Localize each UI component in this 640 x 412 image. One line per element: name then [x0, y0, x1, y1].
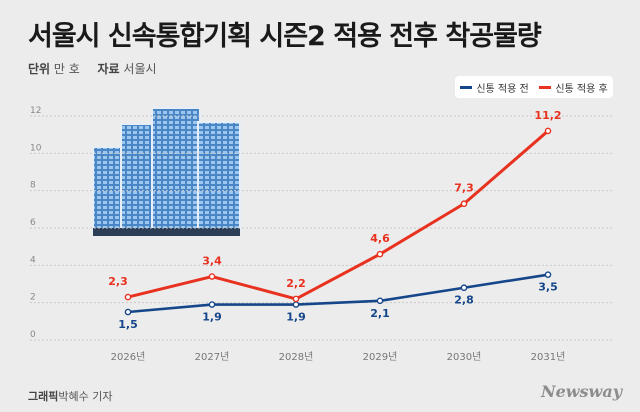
- chart-series: [124, 127, 552, 316]
- legend-item-after: 신통 적용 후: [539, 80, 608, 95]
- y-tick-label: 10: [30, 143, 42, 153]
- y-tick-label: 12: [30, 106, 41, 116]
- chart-legend: 신통 적용 전 신통 적용 후: [455, 76, 613, 98]
- data-label-after: 4,6: [370, 232, 390, 245]
- data-label-before: 1,9: [202, 311, 222, 324]
- y-tick-label: 2: [30, 293, 36, 303]
- x-axis-ticks: 2026년 2027년 2028년 2029년 2030년 2031년: [111, 351, 566, 363]
- data-point-after: [544, 127, 552, 135]
- legend-swatch-after: [539, 85, 552, 89]
- data-point-after: [208, 273, 216, 280]
- chart-value-labels: 1,5 1,9 1,9 2,1 2,8 3,5 2,3 3,4 2,2 4,6 7,3 11,2: [108, 109, 561, 331]
- x-tick-label: 2031년: [531, 351, 566, 363]
- data-label-after: 2,3: [108, 275, 128, 288]
- data-label-before: 2,1: [370, 307, 390, 320]
- data-label-before: 1,9: [286, 311, 306, 324]
- data-point-before: [124, 308, 132, 316]
- y-axis-ticks: 0 2 4 6 8 10 12: [30, 106, 42, 340]
- legend-item-before: 신통 적용 전: [460, 80, 529, 95]
- unit-value: 만 호: [53, 62, 80, 76]
- data-label-before: 2,8: [454, 294, 474, 307]
- data-label-before: 3,5: [538, 281, 558, 294]
- data-point-after: [124, 293, 132, 301]
- y-tick-label: 0: [30, 330, 36, 340]
- y-tick-label: 8: [30, 181, 36, 191]
- data-point-before: [292, 301, 300, 308]
- data-point-before: [460, 284, 468, 292]
- y-tick-label: 6: [30, 218, 36, 228]
- data-point-before: [544, 271, 552, 278]
- data-label-after: 3,4: [202, 255, 222, 268]
- chart-title: 서울시 신속통합기획 시즌2 적용 전후 착공물량: [28, 21, 542, 52]
- y-tick-label: 4: [30, 255, 36, 265]
- x-tick-label: 2027년: [195, 351, 230, 363]
- apartment-buildings-illustration: [92, 107, 241, 236]
- data-point-after: [460, 200, 468, 208]
- credit-label: 그래픽: [28, 390, 59, 403]
- source-value: 서울시: [123, 62, 157, 76]
- data-label-after: 2,2: [286, 277, 306, 290]
- chart-credit: 그래픽박혜수 기자: [28, 388, 112, 404]
- x-tick-label: 2030년: [447, 351, 482, 363]
- data-label-before: 1,5: [118, 318, 138, 331]
- data-point-after: [376, 250, 384, 258]
- legend-swatch-before: [460, 85, 473, 89]
- x-tick-label: 2029년: [363, 351, 398, 363]
- x-tick-label: 2028년: [279, 351, 314, 363]
- data-point-before: [376, 297, 384, 305]
- data-point-before: [208, 301, 216, 308]
- legend-label-before: 신통 적용 전: [476, 83, 529, 95]
- legend-label-after: 신통 적용 후: [555, 83, 608, 95]
- brand-logo: Newsway: [540, 382, 622, 401]
- x-tick-label: 2026년: [111, 351, 146, 363]
- data-label-after: 11,2: [534, 109, 561, 122]
- chart-meta: 단위 만 호 자료 서울시: [28, 60, 157, 77]
- data-label-after: 7,3: [454, 182, 474, 195]
- unit-label: 단위: [28, 62, 51, 76]
- source-label: 자료: [97, 62, 120, 76]
- series-line-before: [127, 273, 549, 314]
- credit-name: 박혜수 기자: [58, 390, 113, 403]
- series-line-after: [127, 129, 549, 301]
- data-point-after: [292, 295, 300, 303]
